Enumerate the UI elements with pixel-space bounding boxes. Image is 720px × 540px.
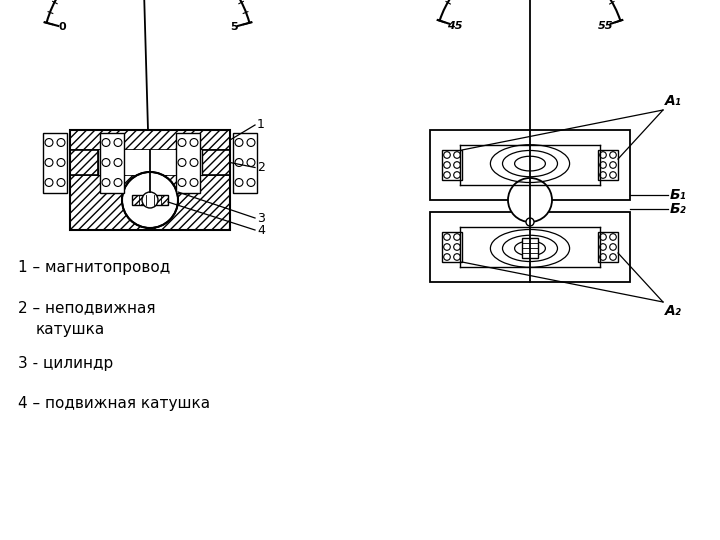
Bar bbox=[43, 132, 67, 192]
Bar bbox=[442, 150, 462, 180]
Bar bbox=[442, 232, 462, 262]
Text: 1 – магнитопровод: 1 – магнитопровод bbox=[18, 260, 170, 275]
Bar bbox=[70, 130, 230, 150]
Circle shape bbox=[142, 192, 158, 208]
Text: 2: 2 bbox=[257, 161, 265, 174]
Text: Б₁: Б₁ bbox=[670, 188, 687, 202]
Bar bbox=[598, 232, 618, 262]
Text: 4 – подвижная катушка: 4 – подвижная катушка bbox=[18, 396, 210, 411]
Bar bbox=[430, 212, 630, 282]
Bar bbox=[70, 175, 230, 230]
Circle shape bbox=[122, 172, 178, 228]
Bar bbox=[233, 132, 257, 192]
Circle shape bbox=[526, 218, 534, 226]
Bar bbox=[522, 238, 538, 259]
Text: 55: 55 bbox=[598, 21, 613, 31]
Bar bbox=[598, 150, 618, 180]
Bar bbox=[430, 130, 630, 200]
Text: 1: 1 bbox=[257, 118, 265, 132]
Bar bbox=[98, 150, 202, 175]
Bar bbox=[202, 150, 230, 175]
Bar bbox=[132, 195, 168, 205]
Bar bbox=[70, 130, 230, 230]
Text: 45: 45 bbox=[447, 21, 463, 31]
Text: 5: 5 bbox=[230, 22, 238, 32]
Text: A₂: A₂ bbox=[665, 304, 682, 318]
Circle shape bbox=[508, 178, 552, 222]
Bar bbox=[100, 132, 124, 192]
Text: Б₂: Б₂ bbox=[670, 202, 687, 216]
Text: 3: 3 bbox=[257, 212, 265, 225]
Text: 3 - цилиндр: 3 - цилиндр bbox=[18, 356, 113, 371]
Bar bbox=[176, 132, 200, 192]
Text: 0: 0 bbox=[58, 22, 66, 32]
Text: 2 – неподвижная: 2 – неподвижная bbox=[18, 300, 156, 315]
Text: 4: 4 bbox=[257, 224, 265, 237]
Bar bbox=[70, 150, 98, 175]
Text: катушка: катушка bbox=[36, 322, 105, 337]
Text: A₁: A₁ bbox=[665, 94, 682, 108]
